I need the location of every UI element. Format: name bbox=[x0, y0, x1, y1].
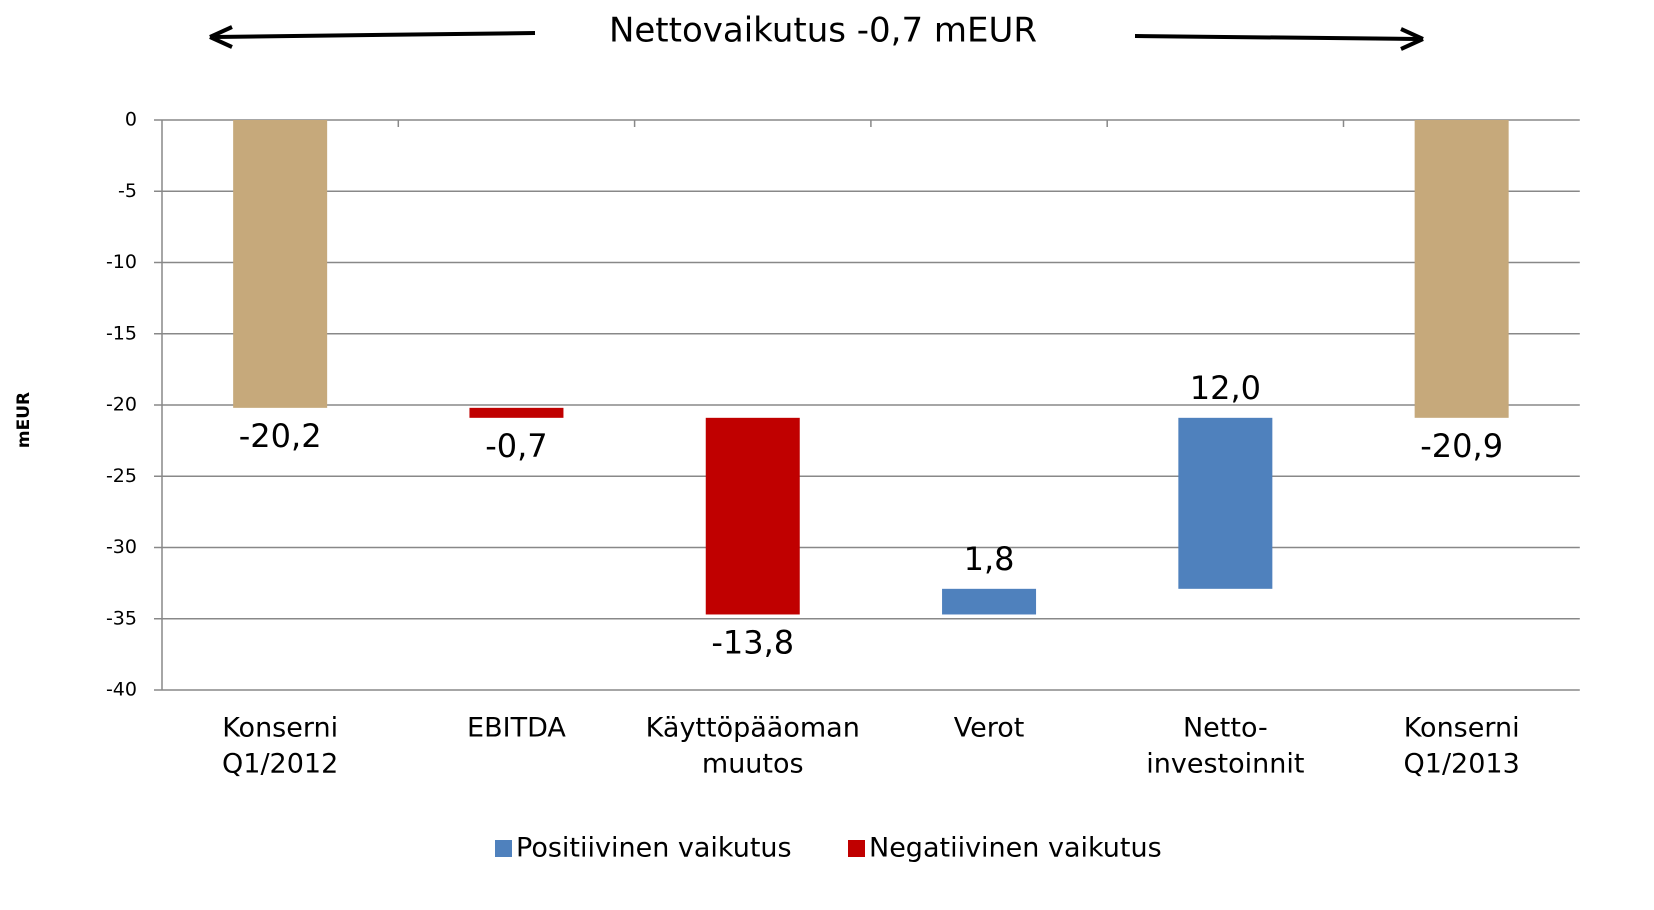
legend-label: Positiivinen vaikutus bbox=[516, 833, 792, 864]
bar bbox=[942, 588, 1037, 615]
x-tick-label: muutos bbox=[702, 749, 804, 780]
y-tick-label: 0 bbox=[125, 109, 137, 131]
x-tick-label: Konserni bbox=[1404, 713, 1520, 744]
x-tick-label: Q1/2013 bbox=[1404, 749, 1520, 780]
bar bbox=[705, 417, 800, 615]
bar bbox=[233, 120, 328, 408]
chart-title: Nettovaikutus -0,7 mEUR bbox=[609, 11, 1037, 51]
y-tick-label: -25 bbox=[106, 465, 137, 487]
x-tick-label: Käyttöpääoman bbox=[646, 713, 860, 744]
value-label: -0,7 bbox=[485, 427, 547, 465]
x-tick-label: Konserni bbox=[222, 713, 338, 744]
x-tick-label: Q1/2012 bbox=[222, 749, 338, 780]
legend-label: Negatiivinen vaikutus bbox=[869, 833, 1162, 864]
y-tick-label: -20 bbox=[106, 394, 137, 416]
bar bbox=[1178, 417, 1273, 589]
value-label: -20,2 bbox=[239, 417, 322, 455]
value-label: 1,8 bbox=[964, 540, 1015, 578]
value-label: 12,0 bbox=[1190, 369, 1261, 407]
y-axis-label: mEUR bbox=[14, 392, 34, 448]
legend-swatch bbox=[848, 840, 865, 857]
y-tick-label: -10 bbox=[106, 251, 137, 273]
y-tick-label: -35 bbox=[106, 607, 137, 629]
x-tick-label: Netto- bbox=[1183, 713, 1268, 744]
arrow-left bbox=[209, 25, 536, 49]
x-tick-label: investoinnit bbox=[1146, 749, 1304, 780]
bar bbox=[469, 407, 564, 418]
y-tick-label: -15 bbox=[106, 322, 137, 344]
x-tick-label: EBITDA bbox=[467, 713, 566, 744]
value-label: -13,8 bbox=[711, 623, 794, 661]
y-tick-label: -30 bbox=[106, 536, 137, 558]
arrow-right bbox=[1134, 27, 1424, 51]
value-label: -20,9 bbox=[1420, 427, 1503, 465]
bar bbox=[1414, 120, 1509, 418]
y-tick-label: -40 bbox=[106, 679, 137, 701]
legend-swatch bbox=[495, 840, 512, 857]
x-tick-label: Verot bbox=[954, 713, 1025, 744]
y-tick-label: -5 bbox=[118, 180, 137, 202]
